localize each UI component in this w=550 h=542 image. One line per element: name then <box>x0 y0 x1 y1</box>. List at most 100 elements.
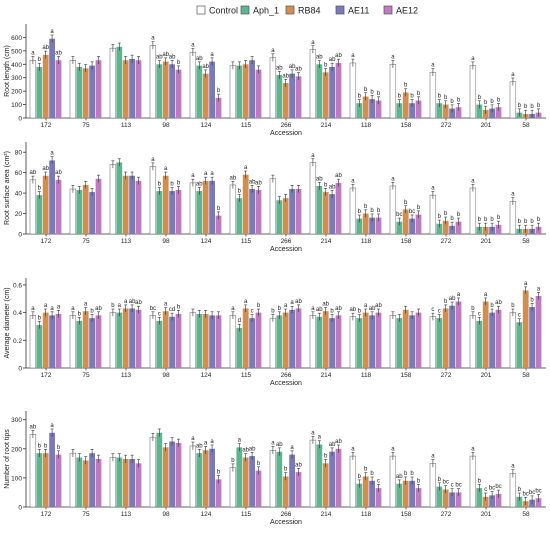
bar-ae11 <box>449 492 455 507</box>
y-axis-label: Root length (cm) <box>4 45 11 97</box>
bar-ae12 <box>95 459 102 507</box>
significance-letter: ab <box>95 306 102 312</box>
bar-control <box>429 316 437 369</box>
bar-rb84 <box>402 92 409 118</box>
significance-letter: ab <box>249 446 256 452</box>
significance-letter: a <box>271 48 275 54</box>
x-tick-label: 172 <box>41 238 52 245</box>
y-tick-label: 0 <box>18 505 22 512</box>
significance-letter: b <box>217 206 221 212</box>
legend-label: AE12 <box>396 6 418 16</box>
bar-control <box>149 166 157 235</box>
significance-letter: ab <box>196 443 203 449</box>
y-tick-label: 100 <box>11 475 22 482</box>
significance-letter: b <box>518 487 522 493</box>
bar-aph-1 <box>316 444 323 507</box>
bar-aph-1 <box>36 325 43 368</box>
y-tick-label: 600 <box>11 35 22 42</box>
bar-control <box>229 467 237 508</box>
significance-letter: b <box>257 461 261 467</box>
bar-ae11 <box>489 312 495 368</box>
bar-ae12 <box>55 60 62 118</box>
y-tick-label: 0.4 <box>13 310 22 317</box>
x-tick-label: 214 <box>321 122 332 129</box>
significance-letter: a <box>311 153 315 159</box>
bar-control <box>229 184 237 235</box>
significance-letter: b <box>404 471 408 477</box>
significance-letter: a <box>118 303 122 309</box>
bar-ae11 <box>209 448 215 507</box>
significance-letter: cd <box>169 307 175 313</box>
significance-letter: b <box>444 211 448 217</box>
legend-swatch <box>196 5 206 15</box>
significance-letter: ab <box>335 439 342 445</box>
significance-letter: ab <box>329 184 336 190</box>
significance-letter: a <box>271 440 275 446</box>
significance-letter: a <box>391 55 395 61</box>
significance-letter: b <box>271 309 275 315</box>
bar-ae11 <box>409 315 415 368</box>
x-tick-label: 272 <box>441 511 452 518</box>
bar-ae12 <box>455 221 462 234</box>
bar-rb84 <box>322 463 329 507</box>
x-tick-label: 158 <box>401 238 412 245</box>
significance-letter: a <box>290 445 294 451</box>
bar-ae12 <box>375 488 382 507</box>
bar-ae11 <box>209 61 215 118</box>
significance-letter: ab <box>129 299 136 305</box>
bar-rb84 <box>322 192 329 234</box>
bar-ae11 <box>289 309 295 368</box>
category-124: 124 <box>189 308 222 379</box>
bar-rb84 <box>482 496 489 507</box>
bar-aph-1 <box>356 218 363 234</box>
bar-ae11 <box>369 99 375 118</box>
significance-letter: a <box>391 446 395 452</box>
bar-ae11 <box>329 194 335 234</box>
significance-letter: ab <box>135 300 142 306</box>
x-tick-label: 201 <box>481 238 492 245</box>
bar-ae11 <box>49 315 55 368</box>
bar-ae11 <box>289 454 295 507</box>
bar-ae11 <box>329 318 335 368</box>
bar-ae12 <box>175 190 182 234</box>
y-tick-label: 100 <box>11 102 22 109</box>
bar-control <box>69 315 77 369</box>
bar-ae12 <box>335 62 342 118</box>
significance-letter: a <box>151 36 155 42</box>
bar-control <box>29 315 37 369</box>
bar-ae12 <box>295 308 302 368</box>
x-tick-label: 158 <box>401 372 412 379</box>
significance-letter: b <box>398 93 402 99</box>
bar-rb84 <box>202 73 209 118</box>
y-tick-label: 200 <box>11 446 22 453</box>
significance-letter: c <box>251 309 254 315</box>
legend-item-control: Control <box>196 5 238 16</box>
significance-letter: ab <box>495 300 502 306</box>
bar-rb84 <box>42 453 49 507</box>
bar-control <box>109 312 117 369</box>
x-tick-label: 118 <box>361 238 372 245</box>
x-tick-label: 118 <box>361 372 372 379</box>
significance-letter: a <box>231 306 235 312</box>
bar-control <box>189 312 197 369</box>
bar-control <box>509 81 517 119</box>
significance-letter: a <box>511 192 515 198</box>
x-tick-label: 158 <box>401 122 412 129</box>
significance-letter: ab <box>196 181 203 187</box>
significance-letter: b <box>78 311 82 317</box>
bar-aph-1 <box>116 162 123 234</box>
significance-letter: b <box>158 181 162 187</box>
bar-aph-1 <box>396 318 403 368</box>
significance-letter: b <box>410 471 414 477</box>
bar-control <box>309 439 317 508</box>
x-tick-label: 172 <box>41 511 52 518</box>
bar-aph-1 <box>156 320 163 368</box>
